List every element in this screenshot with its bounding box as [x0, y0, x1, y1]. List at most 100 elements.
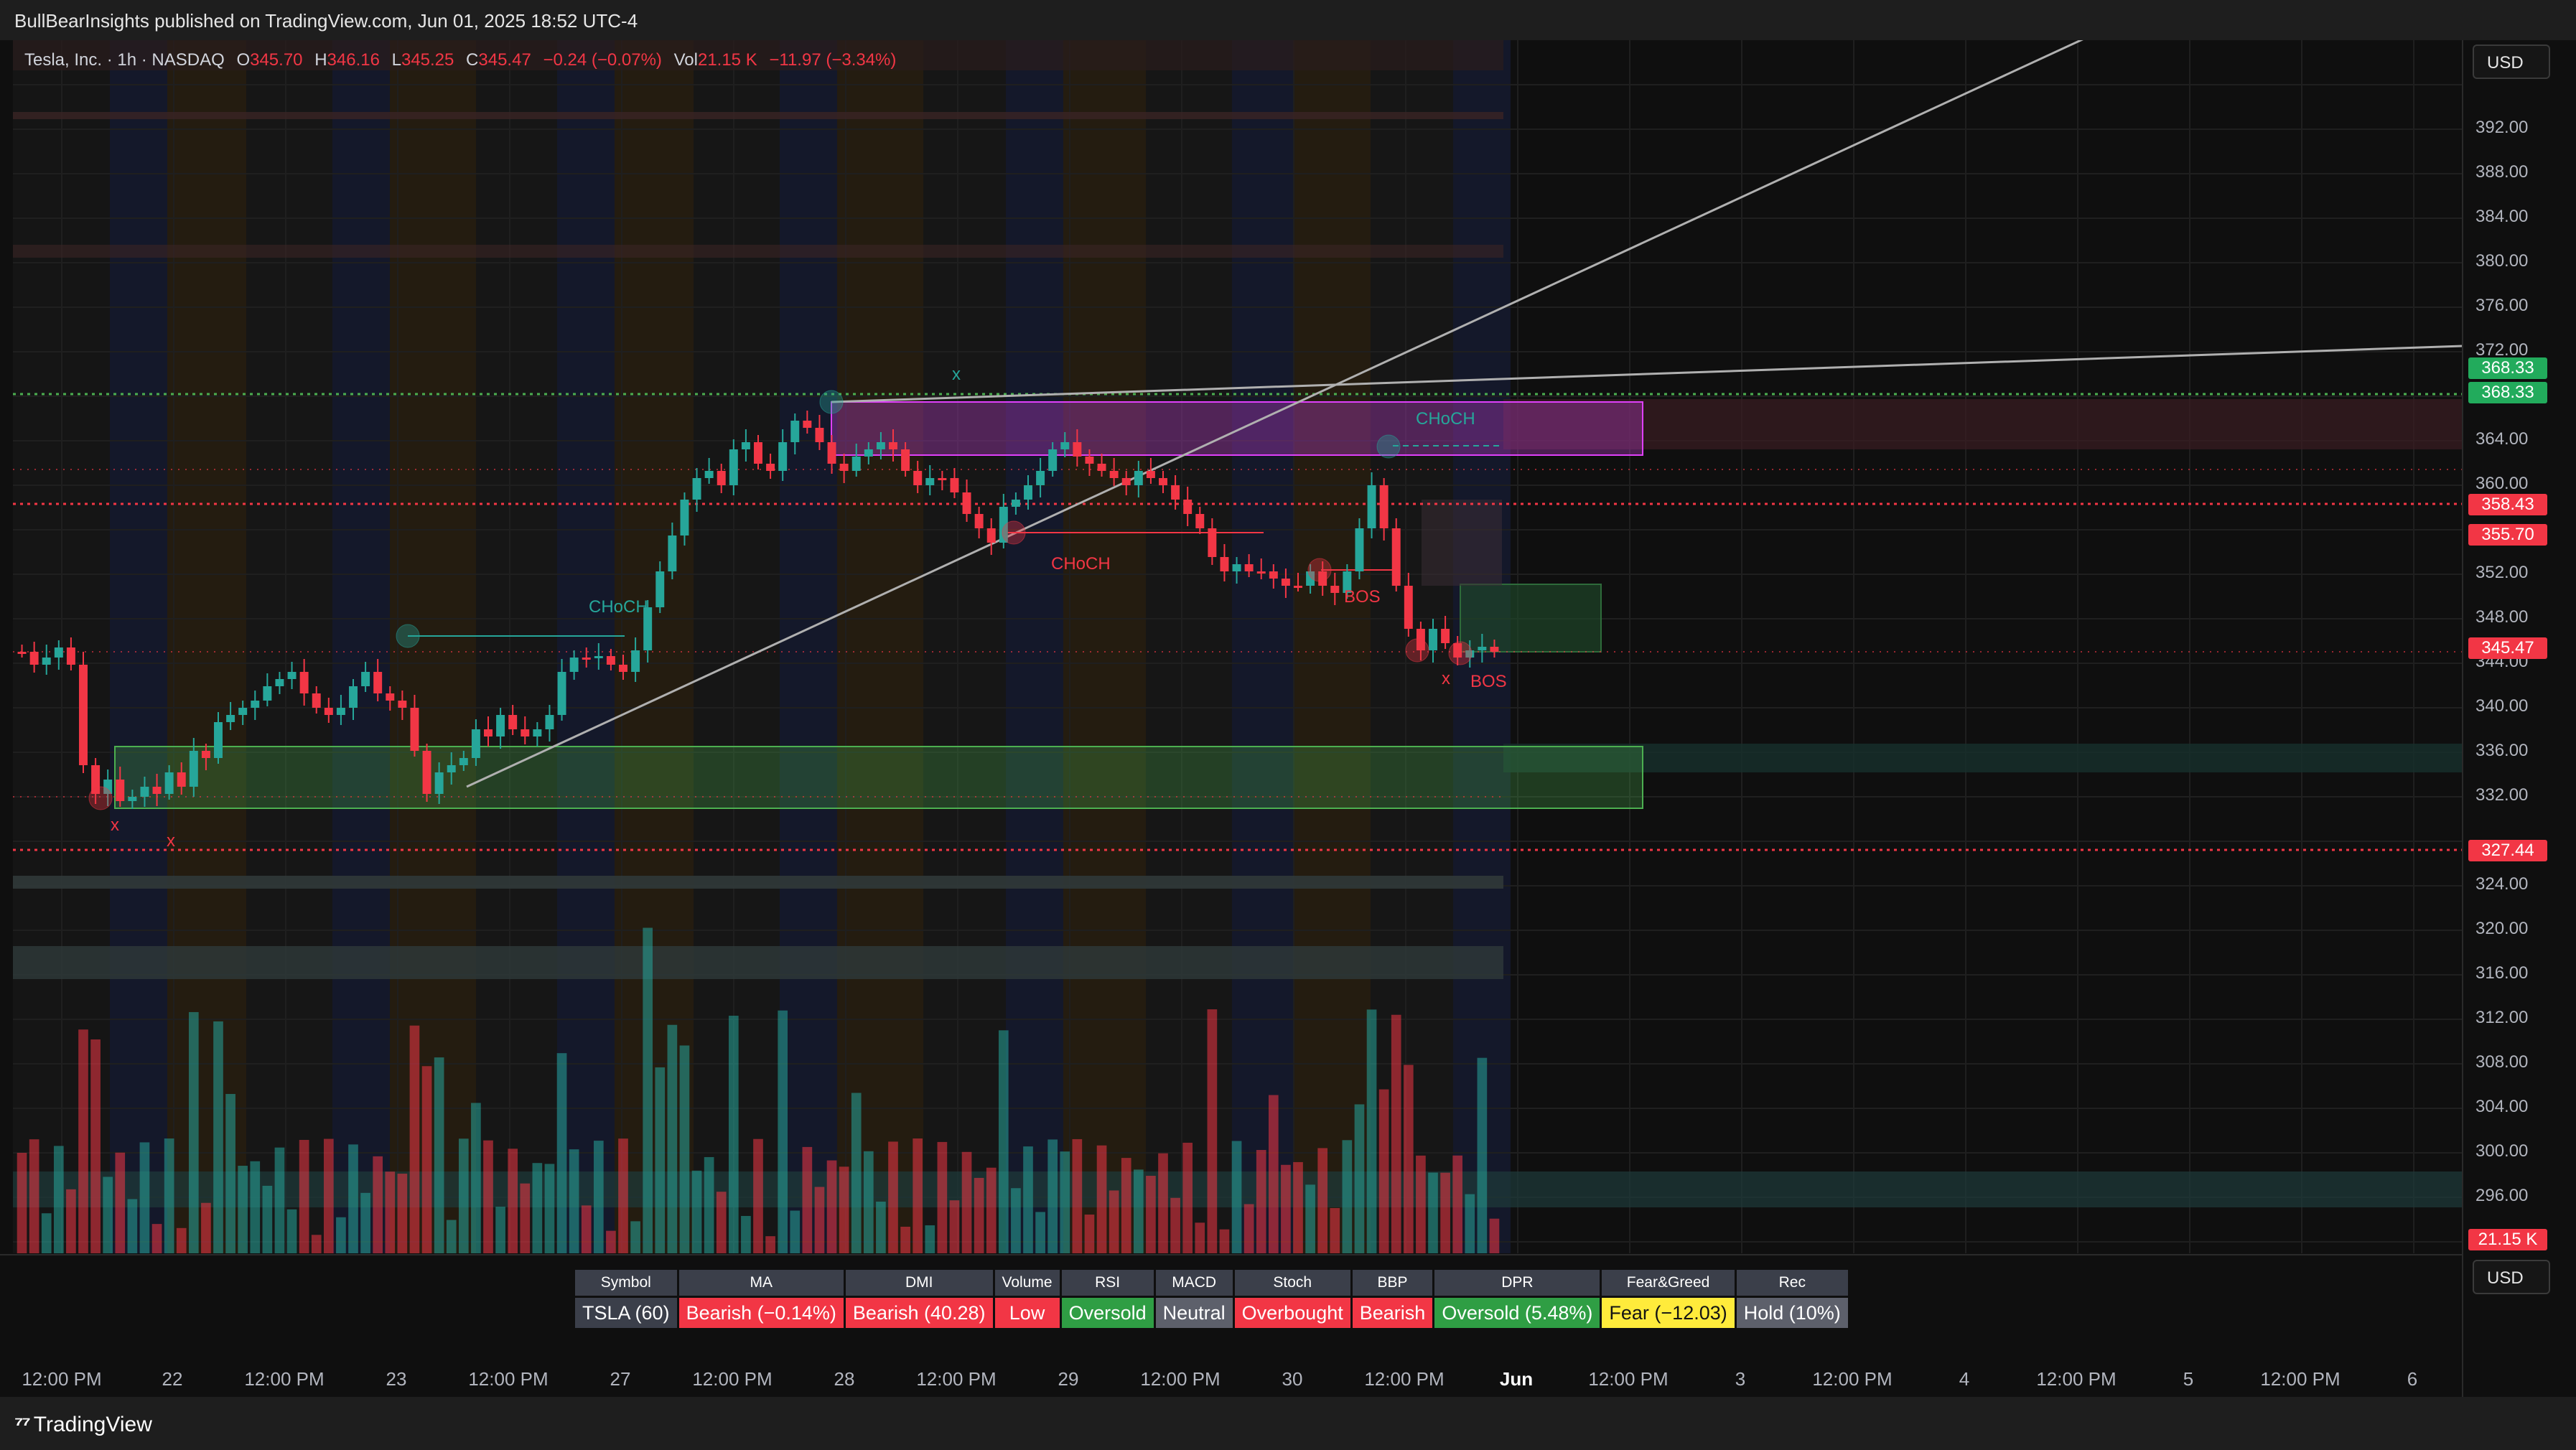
price-chart[interactable] — [0, 40, 2576, 1397]
dmi-cell: Bearish (40.28) — [845, 1298, 993, 1328]
high-label: H — [314, 50, 327, 70]
candle-body — [312, 693, 321, 708]
price-tag-327[interactable]: 327.44 — [2468, 840, 2547, 861]
volume-tag[interactable]: 21.15 K — [2468, 1229, 2547, 1250]
volume-bar — [151, 1224, 162, 1253]
volume-bar — [495, 1207, 505, 1253]
change-value: −0.24 (−0.07%) — [543, 50, 662, 70]
volume-bar — [323, 1138, 334, 1253]
candle-body — [79, 665, 88, 765]
candle-body — [287, 672, 297, 679]
pivot-circle — [1002, 520, 1026, 545]
candle-body — [717, 471, 726, 485]
candle-body — [815, 428, 824, 442]
volume-bar — [1477, 1057, 1488, 1253]
pivot-circle — [1376, 434, 1401, 459]
ma-cell: Bearish (−0.14%) — [678, 1298, 844, 1328]
y-tick: 336.00 — [2475, 741, 2529, 760]
candle-body — [1429, 629, 1437, 650]
pivot-circle — [1448, 641, 1473, 665]
symbol-name[interactable]: Tesla, Inc. · 1h · NASDAQ — [24, 50, 225, 70]
band-top — [13, 112, 1503, 119]
volume-bar — [1121, 1158, 1131, 1253]
trendline-rising[interactable] — [466, 40, 2096, 788]
x-mark: x — [167, 831, 175, 851]
volume-bar — [225, 1094, 235, 1253]
x-tick: 12:00 PM — [2036, 1368, 2117, 1390]
candle-body — [851, 457, 861, 471]
volume-bar — [556, 1053, 567, 1253]
trendline-flat[interactable] — [831, 345, 2463, 403]
candle-body — [582, 658, 591, 660]
volume-bar — [1489, 1218, 1500, 1253]
currency-button[interactable]: USD — [2473, 45, 2550, 79]
y-tick: 324.00 — [2475, 874, 2529, 894]
indicator-table-header: Symbol MA DMI Volume RSI MACD Stoch BBP … — [575, 1270, 1848, 1296]
header-cell: DPR — [1434, 1270, 1600, 1296]
candle-body — [631, 650, 640, 672]
candle-body — [1367, 485, 1376, 528]
candle-body — [422, 751, 431, 794]
volume-bar — [1391, 1014, 1401, 1253]
volume-bar — [299, 1140, 309, 1253]
currency-button-lower[interactable]: USD — [2473, 1260, 2550, 1294]
volume-bar — [1146, 1176, 1156, 1253]
y-tick: 384.00 — [2475, 207, 2529, 226]
volume-change: −11.97 (−3.34%) — [769, 50, 897, 70]
price-tag-last[interactable]: 345.47 — [2468, 637, 2547, 659]
candle-body — [410, 708, 419, 751]
symbol-legend[interactable]: Tesla, Inc. · 1h · NASDAQ O345.70 H346.1… — [24, 50, 903, 70]
volume-bar — [1182, 1142, 1193, 1253]
volume-bar — [863, 1151, 874, 1253]
candle-body — [778, 442, 788, 471]
candle-body — [594, 656, 603, 658]
x-tick: 12:00 PM — [1140, 1368, 1221, 1390]
candle-body — [189, 751, 198, 787]
volume-bar — [998, 1030, 1009, 1253]
tradingview-brand[interactable]: ⁷⁷ TradingView — [14, 1413, 152, 1437]
y-tick: 312.00 — [2475, 1008, 2529, 1027]
chart-area[interactable] — [0, 40, 2576, 1397]
supply-zone[interactable] — [831, 401, 1643, 456]
demand-zone[interactable] — [114, 746, 1643, 809]
volume-bar — [974, 1177, 984, 1253]
pivot-markers — [88, 520, 1473, 810]
price-tag-355[interactable]: 355.70 — [2468, 524, 2547, 546]
candle-body — [1134, 471, 1143, 485]
volume-bar — [1416, 1155, 1426, 1253]
price-tag-368[interactable]: 368.33 — [2468, 357, 2547, 379]
candle-body — [324, 708, 333, 715]
volume-bar — [17, 1153, 27, 1253]
volume-bar — [691, 1170, 702, 1253]
candle-body — [459, 758, 468, 765]
header-cell: Symbol — [575, 1270, 677, 1296]
volume-bar — [458, 1138, 469, 1253]
candle-body — [140, 787, 149, 797]
x-tick: 12:00 PM — [1364, 1368, 1445, 1390]
volume-bar — [1452, 1155, 1463, 1253]
candle-body — [913, 471, 923, 485]
volume-bar — [360, 1192, 370, 1253]
price-tag-358[interactable]: 358.43 — [2468, 494, 2547, 515]
volume-bar — [851, 1093, 862, 1253]
volume-bar — [446, 1220, 457, 1253]
volume-bar — [1330, 1207, 1340, 1253]
header-cell: MACD — [1155, 1270, 1233, 1296]
volume-label: Vol — [673, 50, 698, 70]
price-tag-368-b[interactable]: 368.33 — [2468, 382, 2547, 403]
fear-greed-cell: Fear (−12.03) — [1602, 1298, 1735, 1328]
volume-bar — [1060, 1151, 1070, 1253]
candle-body — [91, 765, 101, 794]
volume-bar — [544, 1164, 555, 1253]
volume-bar — [1354, 1104, 1365, 1253]
band-right-red — [1503, 399, 2463, 449]
x-tick: 12:00 PM — [1812, 1368, 1893, 1390]
candle-body — [754, 442, 762, 464]
candle-body — [201, 751, 210, 758]
close-label: C — [466, 50, 479, 70]
candle-body — [1011, 500, 1020, 507]
target-zone[interactable] — [1460, 584, 1602, 652]
volume-value: 21.15 K — [697, 50, 757, 70]
volume-bar — [1084, 1215, 1095, 1253]
candle-body — [569, 658, 579, 672]
